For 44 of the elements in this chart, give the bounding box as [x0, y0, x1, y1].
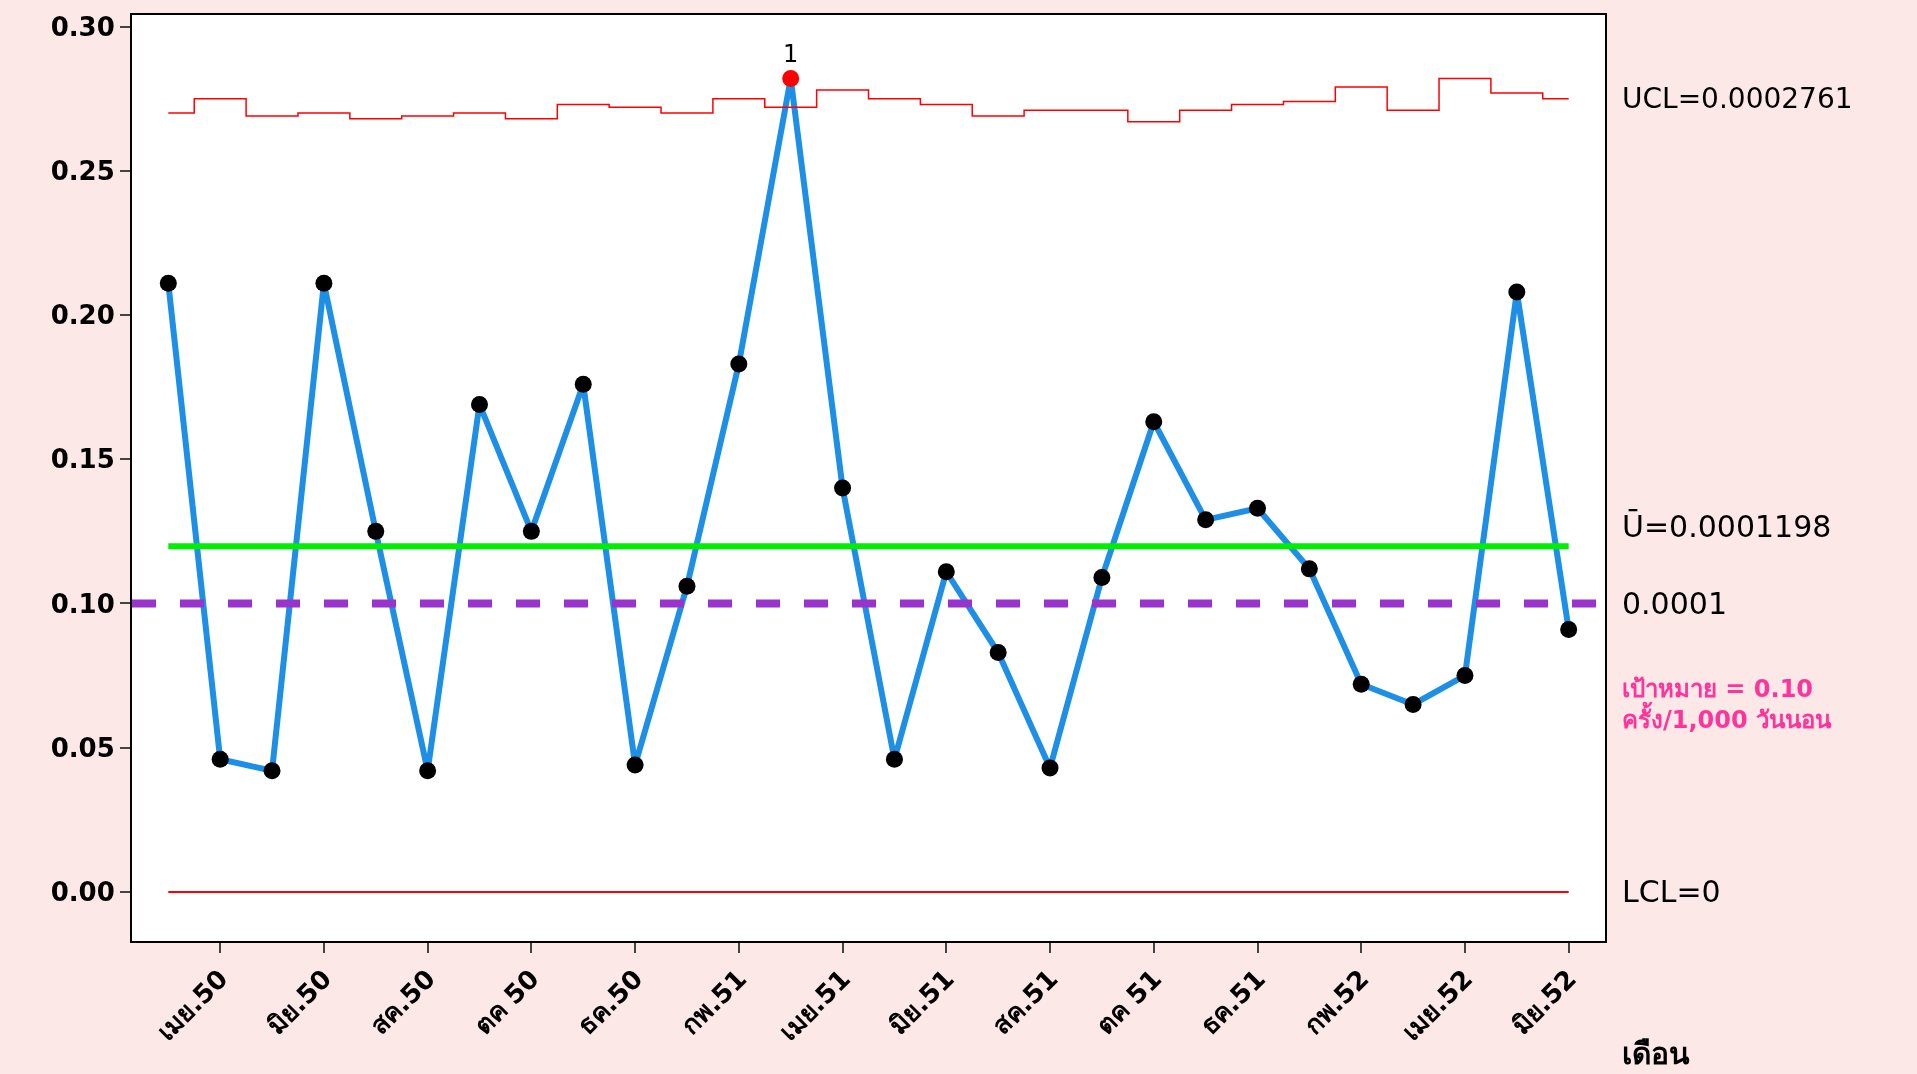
point	[730, 355, 748, 373]
y-tick-label: 0.00	[50, 877, 115, 908]
text: LCL=0	[1622, 874, 1721, 909]
point	[1456, 667, 1474, 685]
point	[1352, 675, 1370, 693]
point	[574, 375, 592, 393]
text: เป้าหมาย = 0.10 ครั้ง/1,000 วันนอน	[1622, 675, 1833, 735]
point	[885, 750, 903, 768]
point	[1041, 759, 1059, 777]
point	[834, 479, 852, 497]
point	[626, 756, 644, 774]
point	[1249, 499, 1266, 517]
point	[367, 522, 385, 540]
point	[315, 274, 333, 292]
point	[1404, 695, 1422, 713]
point	[1508, 283, 1526, 301]
point	[989, 644, 1007, 662]
text: Ū=0.0001198	[1622, 509, 1832, 544]
point	[419, 762, 437, 780]
x-tick-label: ตค 51	[1089, 963, 1168, 1041]
point	[522, 522, 540, 540]
point	[1560, 620, 1578, 638]
y-tick-label: 0.25	[50, 155, 115, 186]
point	[211, 750, 229, 768]
point	[471, 395, 488, 413]
point	[1300, 560, 1318, 578]
y-tick-label: 0.30	[50, 11, 115, 42]
point	[1093, 569, 1111, 587]
point	[1145, 413, 1163, 431]
point	[1197, 511, 1215, 529]
y-tick-label: 0.05	[50, 732, 115, 763]
x-axis-title: เดือน	[1622, 1036, 1690, 1071]
y-tick-label: 0.15	[50, 444, 115, 475]
point	[159, 274, 177, 292]
y-tick-label: 0.10	[50, 588, 115, 619]
text: 0.0001	[1622, 586, 1727, 621]
x-tick-label: ตค 50	[467, 963, 545, 1041]
annotation: 1	[783, 40, 799, 68]
y-tick-label: 0.20	[50, 300, 115, 331]
point	[263, 762, 281, 780]
point	[678, 577, 696, 595]
point	[782, 69, 800, 87]
annotation: UCL=0.0002761	[1622, 82, 1853, 115]
point	[937, 563, 955, 581]
